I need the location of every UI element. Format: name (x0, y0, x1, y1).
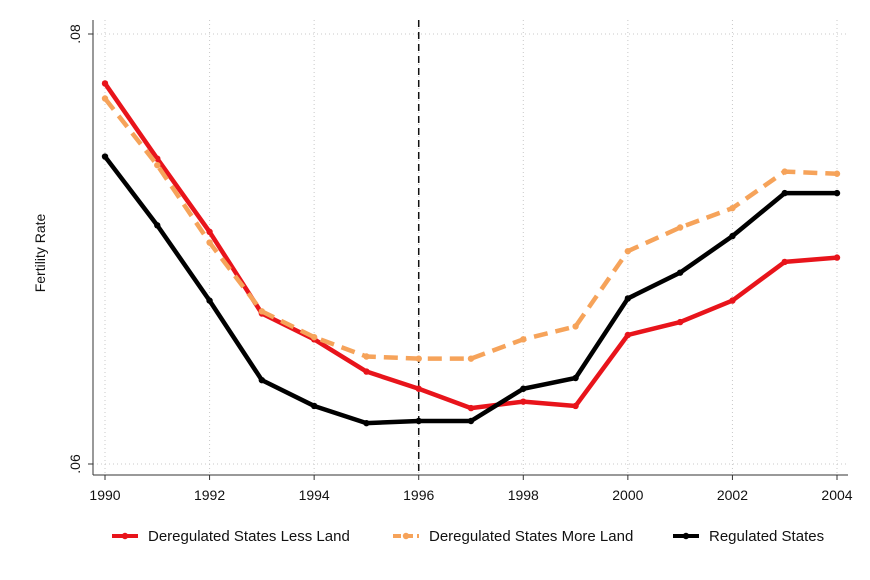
data-point (258, 308, 266, 315)
data-point (833, 170, 841, 177)
data-point (781, 189, 788, 197)
series-line (103, 97, 838, 361)
legend-marker (682, 532, 690, 540)
data-point (833, 189, 841, 197)
data-point (101, 153, 109, 160)
x-ticks: 1990 1992 1994 1996 1998 2000 2002 2004 (89, 475, 853, 503)
x-tick-label: 1998 (508, 487, 539, 503)
data-point (415, 385, 422, 392)
legend-label: Regulated States (709, 528, 824, 545)
data-point (572, 402, 579, 410)
x-tick-label: 2004 (821, 487, 852, 503)
data-point (729, 232, 736, 240)
y-tick-label: .08 (67, 24, 83, 44)
data-point (206, 297, 213, 304)
series-0 (101, 80, 841, 412)
series-2 (101, 153, 841, 427)
x-tick-label: 2000 (612, 487, 643, 503)
data-point (310, 402, 318, 410)
data-point (729, 204, 736, 212)
data-point (572, 374, 579, 382)
data-point (154, 161, 161, 169)
data-point (101, 95, 109, 102)
y-tick-label: .06 (67, 454, 83, 474)
data-point (467, 417, 475, 425)
x-tick-label: 1992 (194, 487, 225, 503)
data-point (363, 419, 370, 427)
legend-label: Deregulated States More Land (429, 528, 633, 545)
data-point (729, 297, 736, 304)
data-point (676, 269, 684, 276)
legend-label: Deregulated States Less Land (148, 528, 350, 545)
data-point (624, 295, 632, 302)
data-point (676, 318, 684, 326)
data-point (624, 247, 632, 255)
series-line (103, 155, 837, 426)
y-axis-title: Fertility Rate (32, 214, 48, 293)
data-point (781, 168, 788, 175)
x-tick-label: 1990 (89, 487, 120, 503)
y-ticks: .06 .08 (67, 24, 93, 474)
x-tick-label: 1996 (403, 487, 434, 503)
data-point (520, 398, 527, 405)
data-point (572, 323, 579, 330)
series (101, 80, 841, 427)
axes (92, 20, 848, 476)
series-1 (101, 95, 841, 362)
data-point (520, 336, 527, 343)
data-point (206, 228, 213, 235)
data-point (310, 333, 318, 341)
data-point (467, 404, 475, 412)
data-point (415, 355, 422, 362)
x-tick-label: 2002 (717, 487, 748, 503)
legend-marker (121, 532, 129, 540)
legend-item-2: Regulated States (673, 528, 824, 545)
legend-item-0: Deregulated States Less Land (112, 528, 350, 545)
data-point (415, 417, 422, 425)
data-point (520, 385, 527, 392)
data-point (624, 331, 632, 339)
data-point (101, 80, 109, 87)
data-point (833, 254, 841, 261)
data-point (206, 239, 213, 246)
legend: Deregulated States Less Land Deregulated … (112, 528, 824, 545)
legend-marker (402, 532, 410, 540)
data-point (467, 355, 475, 362)
data-point (676, 224, 684, 231)
data-point (363, 353, 370, 360)
legend-item-1: Deregulated States More Land (393, 528, 633, 545)
x-tick-label: 1994 (299, 487, 330, 503)
data-point (154, 222, 161, 229)
data-point (258, 376, 266, 384)
data-point (363, 368, 370, 375)
data-point (781, 258, 788, 266)
